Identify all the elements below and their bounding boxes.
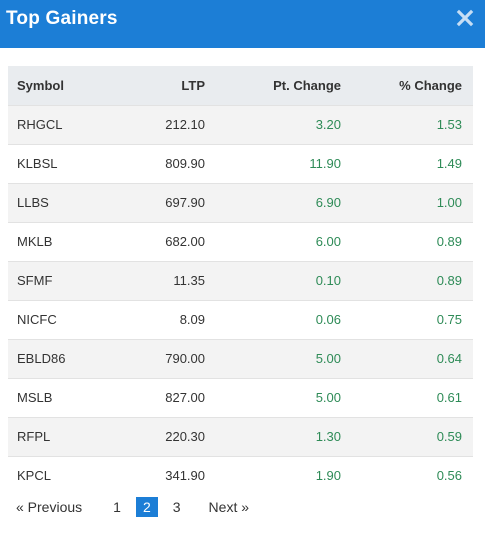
cell-symbol: MSLB <box>17 390 53 405</box>
cell-pct-change: 0.59 <box>436 429 462 444</box>
table-row[interactable]: KLBSL 809.90 11.90 1.49 <box>8 144 473 183</box>
cell-pct-change: 1.00 <box>436 195 462 210</box>
cell-pt-change: 1.30 <box>315 429 341 444</box>
cell-ltp: 8.09 <box>179 312 205 327</box>
cell-ltp: 212.10 <box>165 117 205 132</box>
cell-symbol: LLBS <box>17 195 49 210</box>
table-row[interactable]: RFPL 220.30 1.30 0.59 <box>8 417 473 456</box>
cell-ltp: 809.90 <box>165 156 205 171</box>
cell-ltp: 682.00 <box>165 234 205 249</box>
cell-pct-change: 0.61 <box>436 390 462 405</box>
pagination-page-2-active[interactable]: 2 <box>135 497 158 517</box>
cell-symbol: EBLD86 <box>17 351 66 366</box>
cell-pct-change: 1.49 <box>436 156 462 171</box>
cell-pct-change: 0.75 <box>436 312 462 327</box>
cell-ltp: 220.30 <box>165 429 205 444</box>
pagination-page-3[interactable]: 3 <box>172 499 181 515</box>
close-icon <box>456 9 474 27</box>
cell-pt-change: 11.90 <box>309 156 341 171</box>
table-row[interactable]: KPCL 341.90 1.90 0.56 <box>8 456 473 495</box>
modal-header: Top Gainers <box>0 0 485 48</box>
pagination-previous[interactable]: « Previous <box>16 499 83 515</box>
table-row[interactable]: EBLD86 790.00 5.00 0.64 <box>8 339 473 378</box>
table-row[interactable]: LLBS 697.90 6.90 1.00 <box>8 183 473 222</box>
cell-pt-change: 5.00 <box>315 351 341 366</box>
cell-pt-change: 6.00 <box>315 234 341 249</box>
table-row[interactable]: RHGCL 212.10 3.20 1.53 <box>8 105 473 144</box>
close-button[interactable] <box>456 9 474 27</box>
cell-symbol: RHGCL <box>17 117 63 132</box>
top-gainers-table: Symbol LTP Pt. Change % Change RHGCL 212.… <box>8 66 473 495</box>
cell-pct-change: 0.89 <box>436 273 462 288</box>
cell-ltp: 697.90 <box>165 195 205 210</box>
cell-pt-change: 3.20 <box>315 117 341 132</box>
pagination: « Previous 1 2 3 Next » <box>0 495 485 519</box>
cell-pt-change: 0.06 <box>315 312 341 327</box>
column-header-ltp[interactable]: LTP <box>181 77 205 93</box>
cell-symbol: SFMF <box>17 273 53 288</box>
table-row[interactable]: MSLB 827.00 5.00 0.61 <box>8 378 473 417</box>
cell-ltp: 827.00 <box>165 390 205 405</box>
pagination-next[interactable]: Next » <box>208 499 250 515</box>
cell-pt-change: 0.10 <box>315 273 341 288</box>
cell-symbol: MKLB <box>17 234 53 249</box>
cell-ltp: 11.35 <box>173 273 205 288</box>
cell-pt-change: 5.00 <box>315 390 341 405</box>
cell-pct-change: 0.56 <box>436 468 462 484</box>
table-container: Symbol LTP Pt. Change % Change RHGCL 212.… <box>0 48 485 495</box>
cell-pct-change: 0.64 <box>436 351 462 366</box>
cell-ltp: 790.00 <box>165 351 205 366</box>
table-header-row: Symbol LTP Pt. Change % Change <box>8 66 473 105</box>
column-header-symbol[interactable]: Symbol <box>17 77 64 93</box>
cell-symbol: RFPL <box>17 429 51 444</box>
table-row[interactable]: SFMF 11.35 0.10 0.89 <box>8 261 473 300</box>
cell-symbol: NICFC <box>17 312 57 327</box>
cell-ltp: 341.90 <box>165 468 205 484</box>
pagination-page-1[interactable]: 1 <box>113 499 121 515</box>
cell-symbol: KLBSL <box>17 156 58 171</box>
table-body: RHGCL 212.10 3.20 1.53 KLBSL 809.90 11.90 1.49 L… <box>8 105 473 495</box>
cell-pt-change: 6.90 <box>315 195 341 210</box>
column-header-pct-change[interactable]: % Change <box>399 77 462 93</box>
cell-pt-change: 1.90 <box>315 468 341 484</box>
column-header-pt-change[interactable]: Pt. Change <box>273 77 341 93</box>
cell-pct-change: 1.53 <box>436 117 462 132</box>
table-row[interactable]: MKLB 682.00 6.00 0.89 <box>8 222 473 261</box>
cell-symbol: KPCL <box>17 468 51 484</box>
table-row[interactable]: NICFC 8.09 0.06 0.75 <box>8 300 473 339</box>
modal-title: Top Gainers <box>6 8 118 29</box>
cell-pct-change: 0.89 <box>436 234 462 249</box>
